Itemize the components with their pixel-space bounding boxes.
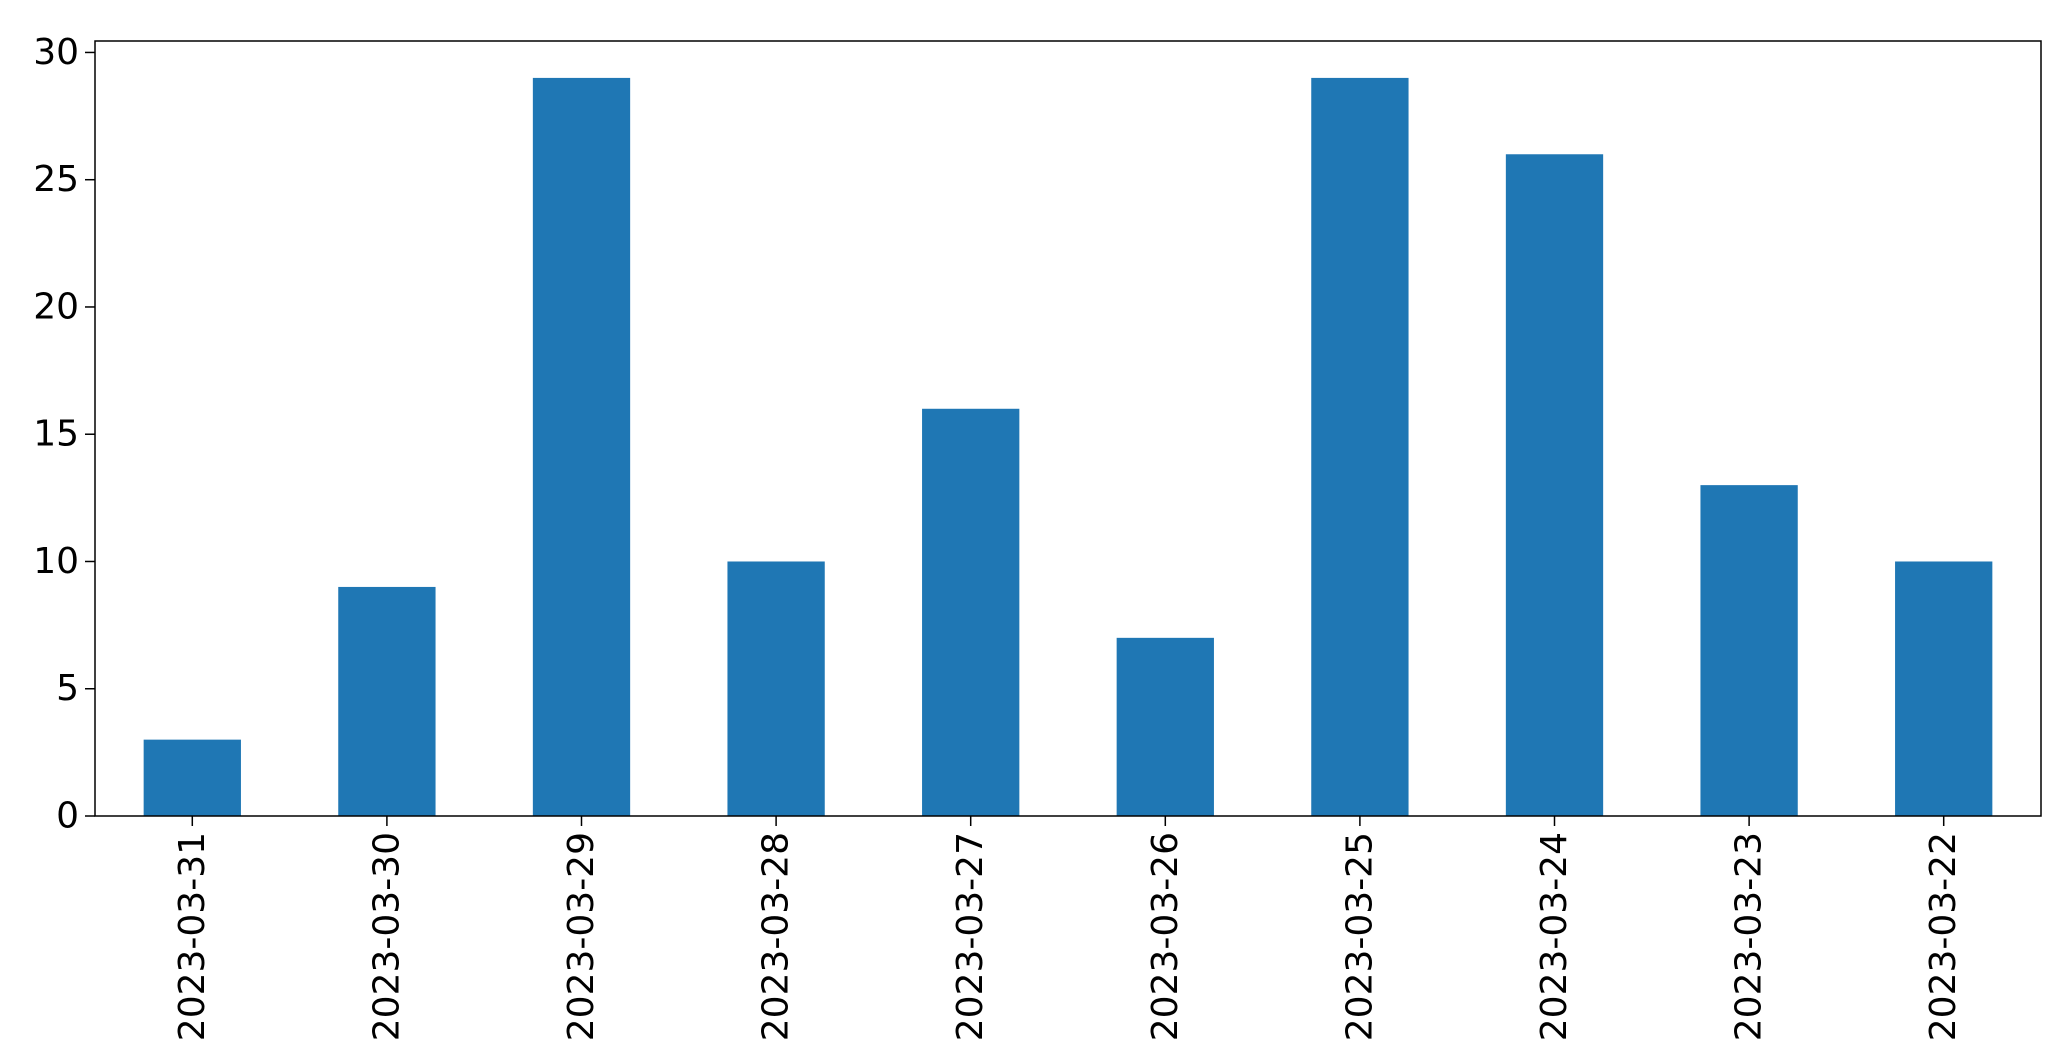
y-tick-label-30: 30 (33, 32, 79, 73)
y-tick-label-10: 10 (33, 541, 79, 582)
x-tick-label-2023-03-31: 2023-03-31 (172, 832, 213, 1041)
y-tick-label-25: 25 (33, 159, 79, 200)
bar-2023-03-24 (1505, 154, 1604, 816)
bar-2023-03-22 (1895, 561, 1993, 816)
bar-2023-03-28 (727, 561, 825, 816)
bar-2023-03-29 (532, 77, 631, 816)
plot-frame (94, 40, 2042, 817)
x-tick-label-2023-03-26: 2023-03-26 (1145, 832, 1186, 1041)
bar-2023-03-26 (1116, 637, 1214, 816)
y-tick-label-0: 0 (56, 796, 79, 837)
x-tick-label-2023-03-30: 2023-03-30 (366, 832, 407, 1041)
bar-2023-03-31 (143, 739, 241, 816)
bar-2023-03-30 (338, 586, 436, 816)
x-tick-label-2023-03-22: 2023-03-22 (1923, 832, 1964, 1041)
y-tick-label-20: 20 (33, 286, 79, 327)
y-tick-label-5: 5 (56, 668, 79, 709)
bar-2023-03-23 (1700, 485, 1798, 816)
x-axis: 2023-03-31 2023-03-30 2023-03-29 2023-03-28… (172, 816, 1964, 1041)
x-tick-label-2023-03-28: 2023-03-28 (756, 832, 797, 1041)
y-tick-label-15: 15 (33, 414, 79, 455)
y-axis: 0 5 10 15 20 25 30 (33, 32, 95, 837)
bar-2023-03-25 (1311, 77, 1409, 816)
x-tick-label-2023-03-25: 2023-03-25 (1339, 832, 1380, 1041)
x-tick-label-2023-03-23: 2023-03-23 (1729, 832, 1770, 1041)
x-tick-label-2023-03-24: 2023-03-24 (1534, 832, 1575, 1041)
x-tick-label-2023-03-29: 2023-03-29 (561, 832, 602, 1041)
bar-2023-03-27 (922, 408, 1020, 816)
bars-group (143, 77, 1993, 816)
x-tick-label-2023-03-27: 2023-03-27 (950, 832, 991, 1041)
